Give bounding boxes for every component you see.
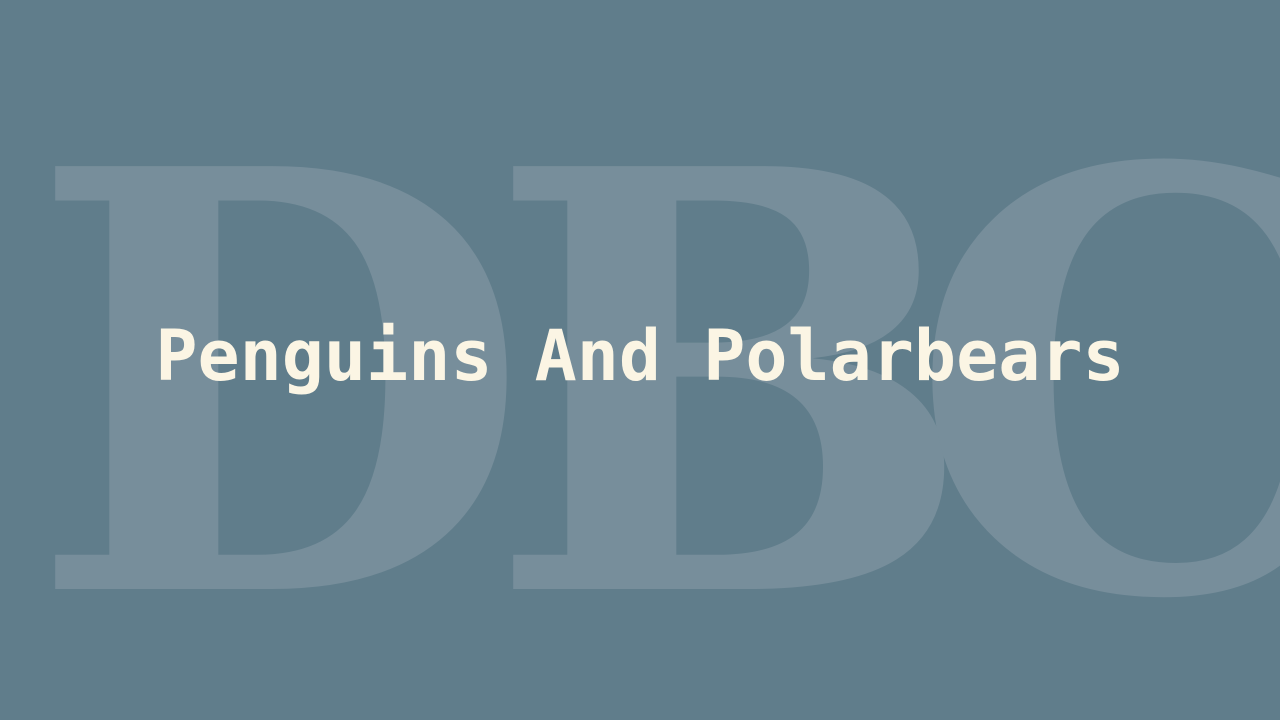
page-title: Penguins And Polarbears	[155, 315, 1125, 397]
